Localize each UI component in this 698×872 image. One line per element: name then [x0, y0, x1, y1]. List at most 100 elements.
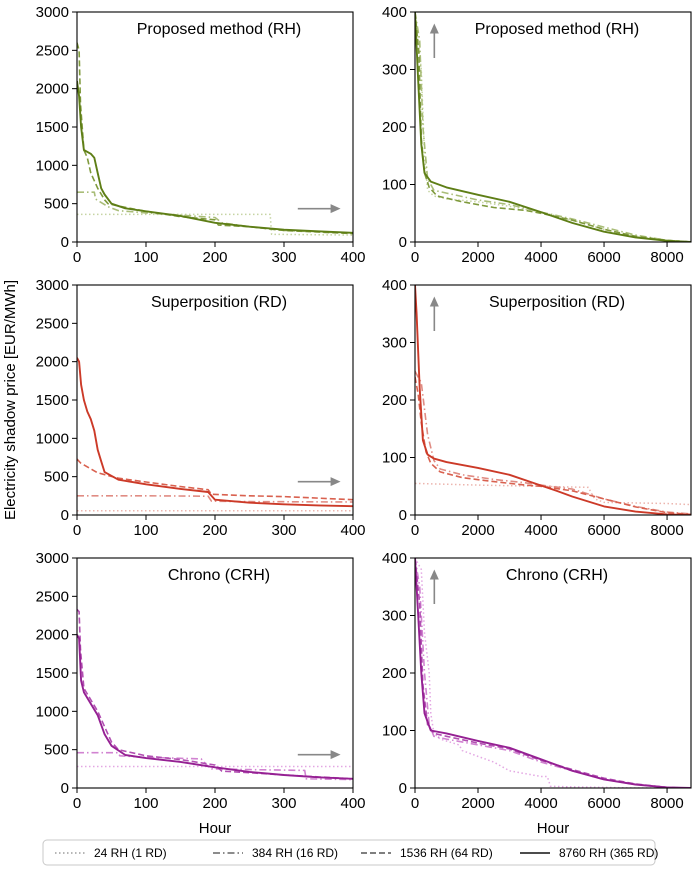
x-tick-label: 2000 — [461, 795, 494, 812]
legend-frame — [42, 839, 656, 866]
y-tick-label: 2500 — [36, 588, 69, 605]
panel-superposition-zoom: 0 100 200 300 400 0 500 1000 1500 2000 2500 3000 Sup… — [36, 277, 366, 539]
series-group — [77, 608, 353, 781]
series-line-solid — [415, 285, 691, 515]
arrow-up-icon — [429, 569, 439, 580]
x-axis-title: Hour — [537, 820, 570, 837]
legend-label: 384 RH (16 RD) — [252, 846, 338, 860]
plot-frame — [414, 11, 692, 243]
series-line-dotted — [415, 482, 691, 506]
x-tick-label: 2000 — [461, 249, 494, 266]
panel-title: Proposed method (RH) — [137, 21, 302, 38]
series-line-solid — [77, 80, 353, 234]
series-group — [415, 558, 691, 788]
y-tick-label: 1500 — [36, 392, 69, 409]
legend-entry-384rh: 384 RH (16 RD) — [213, 846, 338, 860]
y-tick-label: 300 — [382, 608, 407, 625]
series-line-dashed — [77, 608, 353, 780]
series-line-dotted — [415, 558, 691, 788]
panel-chrono-zoom: 0 100 200 300 400 0 500 1000 1500 2000 2500 3000 Chr… — [36, 550, 366, 837]
y-tick-label: 0 — [399, 780, 407, 797]
series-line-solid — [77, 357, 353, 508]
x-tick-label: 8000 — [650, 522, 683, 539]
x-tick-label: 2000 — [461, 522, 494, 539]
panel-chrono-full: 0 2000 4000 6000 8000 0 100 200 300 400 Chrono (CR… — [382, 550, 692, 837]
series-line-dashed — [77, 42, 353, 235]
y-tick-label: 400 — [382, 550, 407, 567]
y-tick-label: 400 — [382, 4, 407, 21]
y-tick-label: 0 — [61, 234, 69, 251]
plot-frame — [76, 11, 354, 243]
y-tick-label: 3000 — [36, 277, 69, 294]
y-tick-label: 200 — [382, 119, 407, 136]
panel-proposed-method-full: 0 2000 4000 6000 8000 0 100 200 300 400 Proposed m… — [382, 4, 692, 266]
arrow-right-icon — [330, 477, 341, 487]
y-tick-label: 2000 — [36, 81, 69, 98]
panel-title: Superposition (RD) — [151, 294, 287, 311]
series-line-dashed — [415, 558, 691, 788]
x-tick-label: 0 — [411, 522, 419, 539]
y-tick-label: 1000 — [36, 430, 69, 447]
y-tick-label: 0 — [61, 780, 69, 797]
y-tick-label: 1500 — [36, 665, 69, 682]
x-tick-label: 4000 — [524, 522, 557, 539]
x-tick-label: 300 — [271, 795, 296, 812]
x-tick-label: 200 — [202, 795, 227, 812]
series-line-dashdot — [415, 12, 691, 242]
arrow-up-icon — [429, 296, 439, 307]
legend-entry-1536rh: 1536 RH (64 RD) — [361, 846, 493, 860]
x-tick-label: 8000 — [650, 249, 683, 266]
plot-frame — [414, 557, 692, 789]
y-tick-label: 100 — [382, 723, 407, 740]
x-axis-title: Hour — [199, 820, 232, 837]
legend-entry-24rh: 24 RH (1 RD) — [55, 846, 167, 860]
y-tick-label: 0 — [399, 234, 407, 251]
y-tick-label: 3000 — [36, 550, 69, 567]
y-tick-label: 500 — [44, 196, 69, 213]
series-line-dashdot — [415, 558, 691, 788]
series-group — [415, 285, 691, 515]
y-axis-title: Electricity shadow price [EUR/MWh] — [2, 280, 19, 520]
x-tick-label: 8000 — [650, 795, 683, 812]
y-tick-label: 2000 — [36, 627, 69, 644]
y-tick-label: 2500 — [36, 42, 69, 59]
y-tick-label: 100 — [382, 450, 407, 467]
y-tick-label: 1000 — [36, 703, 69, 720]
arrow-right-icon — [330, 750, 341, 760]
y-tick-label: 500 — [44, 469, 69, 486]
panel-title: Proposed method (RH) — [475, 21, 640, 38]
legend-entry-8760rh: 8760 RH (365 RD) — [520, 846, 658, 860]
series-group — [415, 12, 691, 242]
legend-label: 8760 RH (365 RD) — [559, 846, 658, 860]
series-group — [77, 357, 353, 512]
x-tick-label: 0 — [73, 795, 81, 812]
x-tick-label: 200 — [202, 522, 227, 539]
legend-label: 24 RH (1 RD) — [94, 846, 167, 860]
y-tick-label: 200 — [382, 392, 407, 409]
series-line-dashdot — [415, 370, 691, 515]
panel-title: Superposition (RD) — [489, 294, 625, 311]
y-tick-label: 300 — [382, 62, 407, 79]
plot-frame — [414, 284, 692, 516]
x-tick-label: 100 — [133, 249, 158, 266]
y-tick-label: 300 — [382, 335, 407, 352]
panel-title: Chrono (CRH) — [168, 567, 270, 584]
series-line-solid — [415, 558, 691, 788]
series-line-dashed — [77, 458, 353, 501]
x-tick-label: 6000 — [587, 795, 620, 812]
x-tick-label: 400 — [340, 249, 365, 266]
x-tick-label: 0 — [411, 795, 419, 812]
panel-title: Chrono (CRH) — [506, 567, 608, 584]
legend-label: 1536 RH (64 RD) — [400, 846, 493, 860]
x-tick-label: 400 — [340, 522, 365, 539]
y-tick-label: 0 — [399, 507, 407, 524]
panel-proposed-method-zoom: 0 100 200 300 400 0 500 1000 1500 2000 2500 3000 Pro… — [36, 4, 366, 266]
series-line-dashed — [415, 376, 691, 515]
arrow-right-icon — [330, 204, 341, 214]
x-tick-label: 4000 — [524, 795, 557, 812]
x-tick-label: 200 — [202, 249, 227, 266]
y-tick-label: 1000 — [36, 157, 69, 174]
series-line-dashdot — [77, 494, 353, 503]
x-tick-label: 100 — [133, 795, 158, 812]
